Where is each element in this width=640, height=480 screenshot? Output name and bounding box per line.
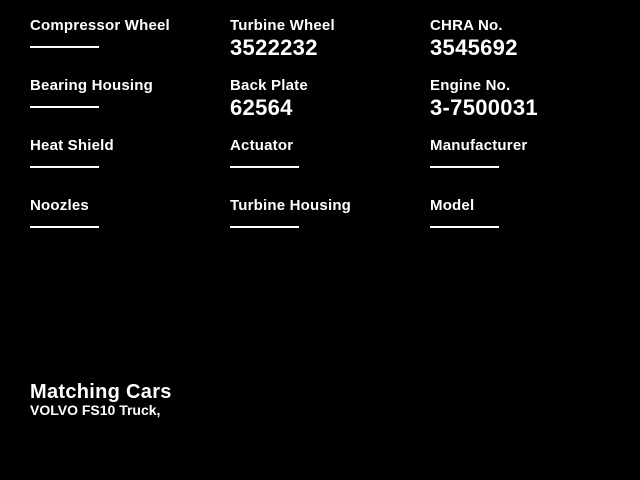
field-label: Back Plate — [230, 77, 308, 94]
matching-cars-list: VOLVO FS10 Truck, — [30, 402, 161, 418]
field-cell: Engine No. 3-7500031 — [430, 77, 630, 137]
matching-cars-section: Matching Cars VOLVO FS10 Truck, — [30, 381, 172, 418]
field-value: 62564 — [230, 95, 293, 120]
field-cell: Model — [430, 197, 630, 257]
empty-field-underline — [30, 166, 99, 168]
field-cell: Actuator — [230, 137, 430, 197]
field-label: Engine No. — [430, 77, 511, 94]
empty-field-underline — [430, 226, 499, 228]
fields-grid: Compressor Wheel Turbine Wheel 3522232 C… — [30, 17, 630, 257]
empty-field-underline — [230, 226, 299, 228]
field-cell: CHRA No. 3545692 — [430, 17, 630, 77]
field-label: CHRA No. — [430, 17, 503, 34]
field-label: Turbine Housing — [230, 197, 352, 214]
field-label: Manufacturer — [430, 137, 528, 154]
field-cell: Turbine Wheel 3522232 — [230, 17, 430, 77]
field-cell: Bearing Housing — [30, 77, 230, 137]
empty-field-underline — [230, 166, 299, 168]
field-label: Compressor Wheel — [30, 17, 170, 34]
field-cell: Turbine Housing — [230, 197, 430, 257]
matching-cars-title: Matching Cars — [30, 381, 172, 403]
field-cell: Back Plate 62564 — [230, 77, 430, 137]
field-value: 3522232 — [230, 35, 318, 60]
field-label: Noozles — [30, 197, 89, 214]
field-label: Bearing Housing — [30, 77, 154, 94]
empty-field-underline — [30, 226, 99, 228]
field-value: 3545692 — [430, 35, 518, 60]
field-label: Model — [430, 197, 475, 214]
field-cell: Compressor Wheel — [30, 17, 230, 77]
empty-field-underline — [30, 106, 99, 108]
field-cell: Manufacturer — [430, 137, 630, 197]
field-cell: Noozles — [30, 197, 230, 257]
empty-field-underline — [430, 166, 499, 168]
field-label: Actuator — [230, 137, 294, 154]
field-cell: Heat Shield — [30, 137, 230, 197]
field-label: Turbine Wheel — [230, 17, 335, 34]
empty-field-underline — [30, 46, 99, 48]
field-value: 3-7500031 — [430, 95, 538, 120]
field-label: Heat Shield — [30, 137, 114, 154]
